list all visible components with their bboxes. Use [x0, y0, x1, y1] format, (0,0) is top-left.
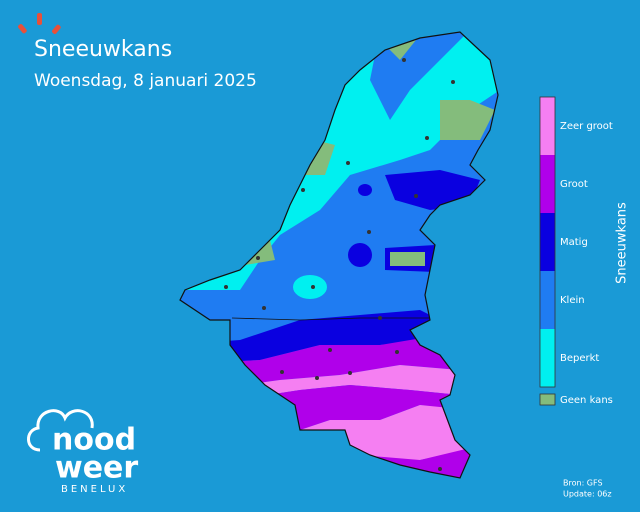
logo-sparks: [18, 13, 61, 34]
legend-swatch: [540, 213, 555, 271]
legend-label: Beperkt: [560, 353, 599, 364]
legend-label: Matig: [560, 237, 588, 248]
legend-label: Geen kans: [560, 395, 613, 406]
legend-frame: [539, 96, 556, 388]
legend-label: Groot: [560, 179, 588, 190]
legend-swatch: [540, 271, 555, 329]
logo-line2: weer: [55, 451, 138, 486]
title: Sneeuwkans: [34, 37, 172, 62]
legend-title: Sneeuwkans: [615, 202, 630, 284]
logo-line1: nood: [52, 423, 136, 458]
legend: Zeer groot Groot Matig Klein Beperkt Geen kan…: [539, 96, 613, 406]
legend-swatch: [540, 329, 555, 387]
legend-swatch: [540, 97, 555, 155]
source: Bron: GFS: [563, 479, 603, 488]
logo-tagline: BENELUX: [61, 484, 128, 495]
subtitle: Woensdag, 8 januari 2025: [34, 71, 257, 91]
logo: nood weer BENELUX: [27, 409, 138, 495]
border: [231, 317, 430, 321]
legend-swatch: [539, 393, 556, 406]
city-dots: [224, 58, 455, 471]
legend-label: Zeer groot: [560, 121, 613, 132]
update: Update: 06z: [563, 490, 612, 499]
legend-label: Klein: [560, 295, 585, 306]
country-outline: [179, 31, 499, 479]
legend-swatch: [540, 155, 555, 213]
